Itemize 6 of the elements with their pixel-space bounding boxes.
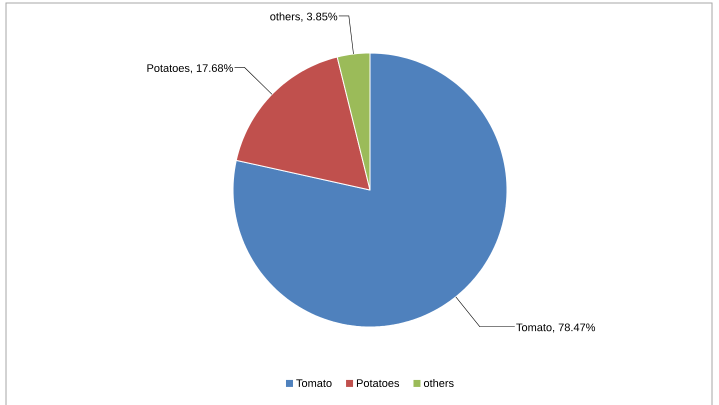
legend-label: Potatoes bbox=[356, 379, 400, 388]
legend-label: Tomato bbox=[296, 379, 332, 388]
data-label: Tomato, 78.47% bbox=[516, 323, 596, 333]
legend-label: others bbox=[424, 378, 454, 388]
data-label: Potatoes, 17.68% bbox=[147, 64, 233, 74]
data-label: others, 3.85% bbox=[270, 12, 338, 22]
